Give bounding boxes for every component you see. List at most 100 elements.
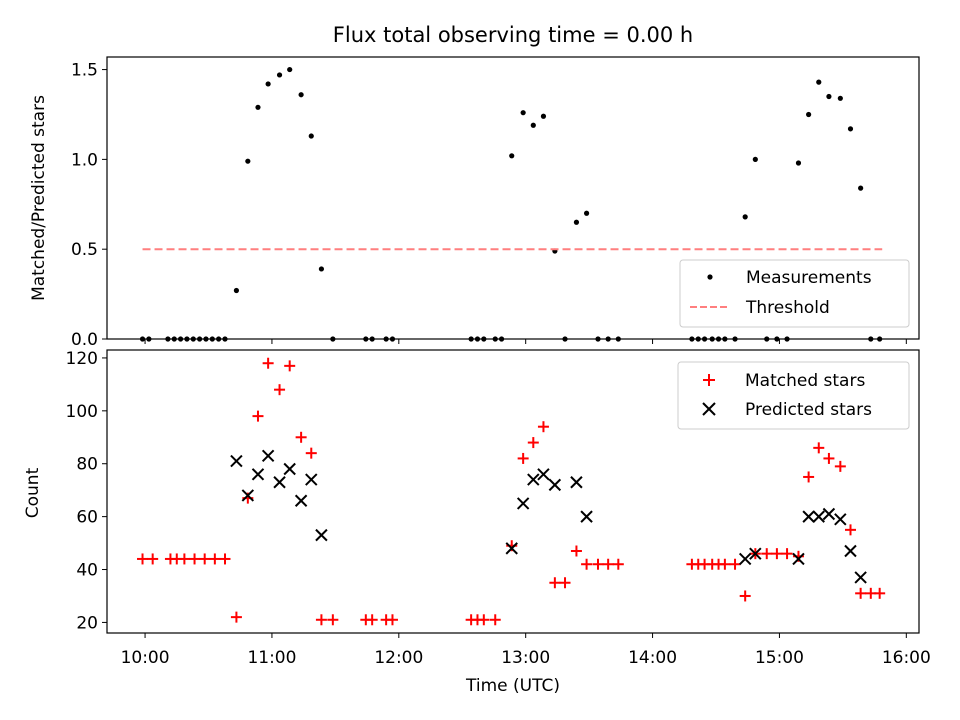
data-point [199, 553, 211, 565]
x-tick-label: 13:00 [501, 648, 550, 668]
data-point [255, 104, 261, 110]
data-point [837, 95, 843, 101]
plot-frame [106, 56, 920, 340]
data-point [305, 473, 318, 486]
y-tick-label: 20 [76, 613, 98, 633]
data-point [233, 287, 240, 294]
data-point [230, 611, 242, 623]
x-tick-label: 16:00 [882, 648, 931, 668]
data-point [308, 133, 314, 139]
data-point [219, 553, 231, 565]
data-point [527, 437, 539, 449]
data-point [530, 122, 536, 128]
data-point [573, 219, 580, 225]
panel-counts: 20 40 60 80 100 120 10:00 11:00 12:00 13:00 14:00… [23, 349, 931, 696]
data-point [602, 558, 614, 570]
legend-predicted-marker [702, 402, 716, 416]
legend-box [677, 361, 910, 430]
data-point [318, 266, 325, 272]
legend-box [679, 259, 910, 328]
legend-predicted-label: Predicted stars [745, 400, 872, 420]
data-point [178, 553, 190, 565]
data-point [874, 587, 886, 599]
data-point [298, 92, 304, 98]
series-predicted-stars [230, 449, 867, 584]
data-point [834, 513, 847, 526]
data-point [822, 507, 836, 521]
data-point [858, 185, 864, 191]
data-point [262, 357, 274, 369]
y-tick-label: 100 [66, 402, 98, 422]
data-point [137, 553, 149, 565]
data-point [273, 476, 286, 489]
data-point [612, 558, 624, 570]
data-point [209, 553, 221, 565]
data-point [570, 545, 582, 557]
plot-frame [106, 349, 920, 634]
data-point [739, 590, 751, 602]
y-tick-label: 60 [76, 508, 98, 528]
data-point [855, 587, 867, 599]
data-point [816, 79, 822, 85]
data-point [537, 468, 550, 481]
data-point [294, 494, 308, 507]
data-point [509, 153, 515, 159]
data-point [813, 442, 825, 454]
data-point [559, 577, 571, 589]
data-point [147, 553, 159, 565]
data-point [792, 552, 805, 566]
data-point [252, 410, 264, 422]
legend-matched-label: Matched stars [745, 371, 865, 391]
data-point [548, 478, 562, 492]
data-point [592, 558, 604, 570]
data-point [802, 510, 815, 523]
data-point [505, 542, 518, 555]
data-point [583, 210, 590, 216]
legend-threshold-label: Threshold [745, 298, 830, 318]
x-tick-label: 12:00 [374, 648, 423, 668]
data-point [581, 558, 593, 570]
legend: Measurements Threshold [679, 259, 910, 328]
x-tick-label: 10:00 [121, 648, 170, 668]
data-point [752, 156, 758, 162]
data-point [516, 497, 530, 510]
data-point [284, 360, 296, 372]
data-point [189, 553, 201, 565]
data-point [761, 548, 773, 560]
data-point [274, 384, 286, 396]
y-tick-label: 1.5 [71, 61, 98, 81]
data-point [517, 452, 529, 464]
data-point [283, 462, 296, 476]
data-point [537, 421, 549, 433]
data-point [812, 510, 825, 523]
y-tick-label: 80 [76, 455, 98, 475]
data-point [295, 431, 307, 443]
data-point [245, 158, 251, 164]
y-tick-label: 0.5 [71, 240, 98, 260]
data-point [315, 528, 328, 542]
x-axis-label: Time (UTC) [465, 676, 560, 696]
data-point [230, 454, 243, 468]
x-tick-label: 14:00 [628, 648, 677, 668]
data-point [823, 452, 835, 464]
x-tick-label: 15:00 [755, 648, 804, 668]
data-point [478, 614, 490, 626]
data-point [327, 614, 339, 626]
data-point [844, 544, 857, 558]
data-point [834, 460, 846, 472]
data-point [276, 72, 283, 78]
data-point [570, 476, 583, 489]
data-point [241, 489, 255, 502]
data-point [729, 558, 741, 570]
data-point [540, 113, 547, 119]
data-point [549, 577, 561, 589]
data-point [847, 126, 854, 132]
data-point [781, 548, 793, 560]
data-point [738, 552, 752, 566]
data-point [719, 558, 731, 570]
y-tick-label: 1.0 [71, 150, 98, 170]
data-point [742, 214, 748, 220]
data-point [771, 548, 783, 560]
data-point [287, 66, 293, 73]
